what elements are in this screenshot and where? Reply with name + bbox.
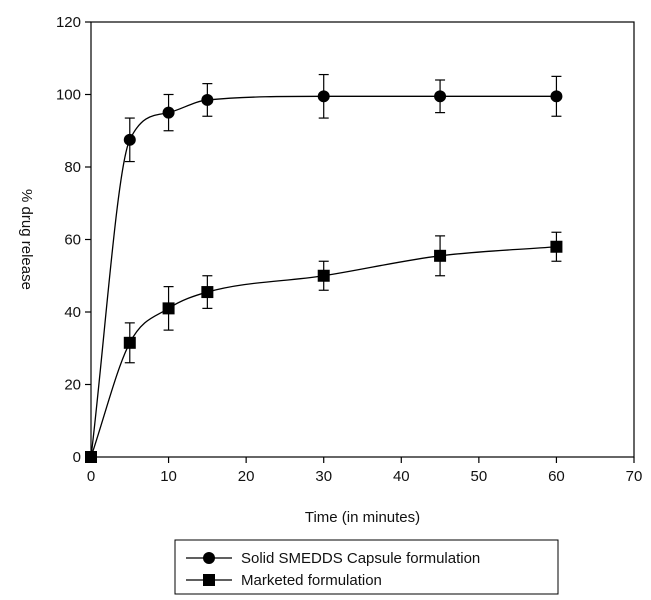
plot-frame: [90, 21, 635, 458]
legend: Solid SMEDDS Capsule formulation Markete…: [174, 539, 559, 595]
x-axis-title: Time (in minutes): [305, 509, 420, 526]
y-tick-label: 0: [73, 449, 81, 466]
y-tick-label: 120: [56, 14, 81, 31]
legend-box: [174, 539, 559, 595]
x-tick-label: 0: [87, 468, 95, 485]
legend-marker: [203, 552, 215, 564]
data-point: [434, 90, 447, 103]
x-tick-label: 30: [315, 468, 332, 485]
data-point: [123, 133, 136, 146]
data-point: [162, 302, 175, 315]
legend-label-marketed: Marketed formulation: [241, 572, 382, 589]
plot-area: [85, 73, 563, 463]
axes: [90, 21, 635, 458]
x-tick-label: 50: [471, 468, 488, 485]
legend-marker: [203, 574, 215, 586]
y-tick-label: 40: [64, 304, 81, 321]
y-tick-label: 60: [64, 232, 81, 249]
y-axis-title: % drug release: [18, 189, 35, 290]
x-tick-label: 40: [393, 468, 410, 485]
data-point: [550, 90, 563, 103]
x-tick-label: 60: [548, 468, 565, 485]
data-point: [317, 269, 330, 282]
data-point: [123, 336, 136, 349]
x-tick-label: 70: [626, 468, 643, 485]
data-point: [85, 451, 97, 463]
x-tick-label: 20: [238, 468, 255, 485]
data-point: [201, 286, 214, 299]
series-marketed: [85, 231, 563, 463]
ticks: 0 10 20 30 40 50 60 70 0 20 40 60 80 100 120: [56, 14, 642, 485]
data-point: [550, 240, 563, 253]
data-point: [317, 90, 330, 103]
data-point: [201, 93, 214, 106]
y-tick-label: 80: [64, 159, 81, 176]
data-point: [434, 249, 447, 262]
x-tick-label: 10: [160, 468, 177, 485]
y-tick-label: 100: [56, 87, 81, 104]
y-tick-label: 20: [64, 377, 81, 394]
data-point: [162, 106, 175, 119]
legend-label-solid-smedds: Solid SMEDDS Capsule formulation: [241, 550, 480, 567]
